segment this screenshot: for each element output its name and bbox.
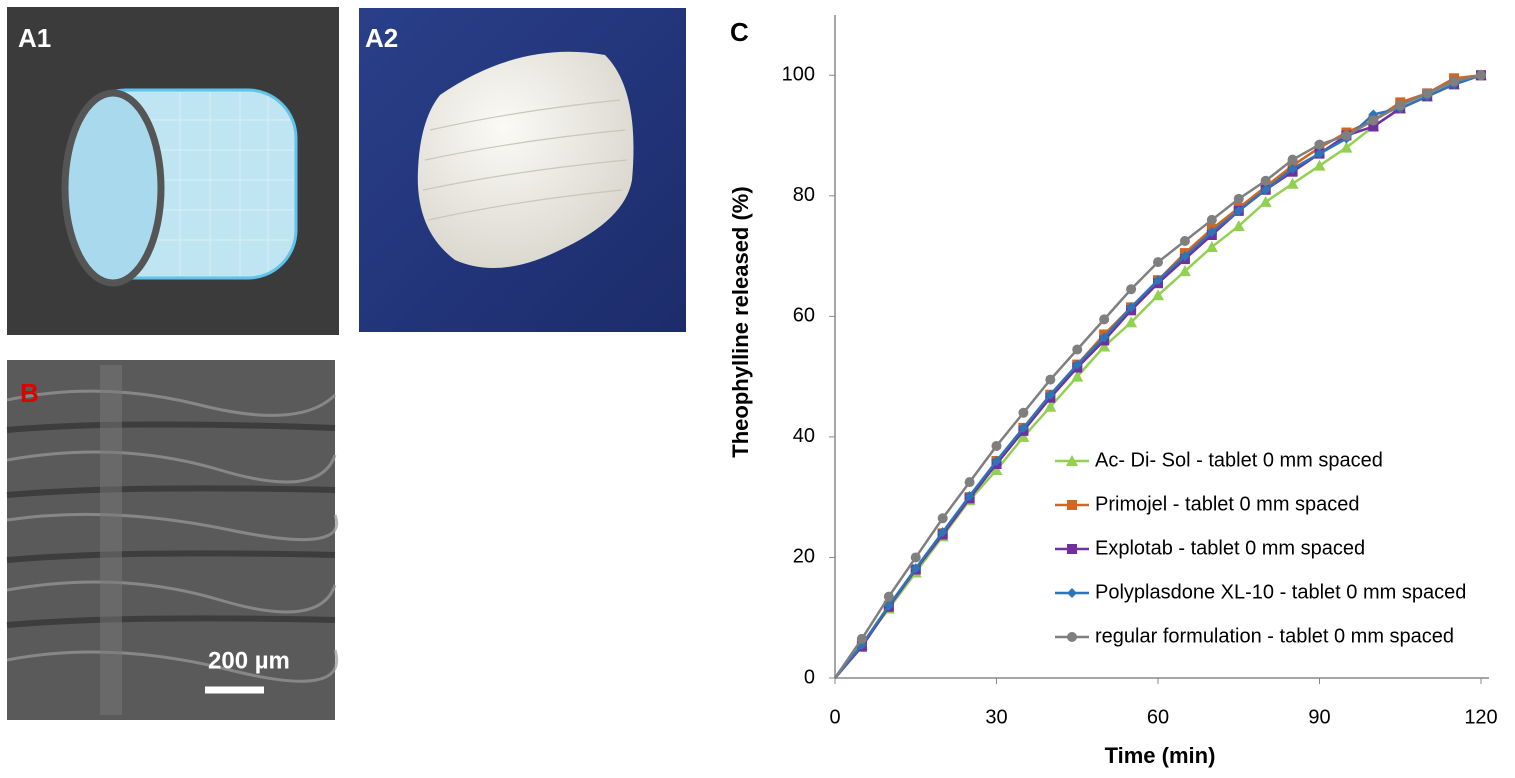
scale-bar-label: 200 µm (208, 647, 290, 674)
legend-label: regular formulation - tablet 0 mm spaced (1095, 625, 1454, 647)
marker (1179, 251, 1190, 262)
marker (883, 591, 894, 602)
marker (1045, 374, 1056, 385)
panel-label: A1 (18, 23, 51, 53)
y-tick-label: 80 (793, 184, 815, 206)
marker (910, 552, 921, 563)
marker (1066, 455, 1078, 466)
marker (1099, 314, 1110, 325)
marker (1395, 100, 1406, 111)
marker (991, 440, 1002, 451)
x-tick-label: 60 (1147, 706, 1169, 728)
marker (1045, 389, 1056, 400)
marker (1341, 130, 1352, 141)
legend: Ac- Di- Sol - tablet 0 mm spaced Primojel… (1055, 449, 1466, 647)
marker (1067, 544, 1077, 554)
marker (1098, 340, 1111, 352)
panel-label: B (20, 378, 39, 408)
legend-label: Primojel - tablet 0 mm spaced (1095, 493, 1360, 515)
legend-label: Polyplasdone XL-10 - tablet 0 mm spaced (1095, 581, 1466, 603)
panel-a1: A1 (7, 7, 339, 335)
marker (1206, 226, 1217, 237)
y-tick-label: 0 (804, 666, 815, 688)
marker (1476, 70, 1486, 81)
y-tick-label: 100 (782, 64, 815, 86)
marker (1018, 407, 1029, 418)
panel-a2: A2 (359, 8, 686, 332)
marker (937, 513, 948, 524)
marker (1368, 115, 1379, 126)
marker (1126, 284, 1137, 295)
marker (1422, 88, 1433, 99)
marker (1067, 588, 1077, 598)
panel-b: 200 µm B (6, 360, 339, 720)
marker (1233, 193, 1244, 204)
marker (1018, 422, 1029, 433)
marker (1178, 265, 1191, 277)
plot: 0 20 40 60 80 100 0 30 60 90 120 Ac- Di- Sol - tabl… (782, 15, 1498, 728)
marker (1067, 500, 1077, 510)
x-axis-title: Time (min) (1105, 743, 1216, 768)
marker (1206, 214, 1217, 225)
y-tick-label: 60 (793, 305, 815, 327)
marker (1314, 139, 1325, 150)
marker (1260, 175, 1271, 186)
x-tick-label: 30 (985, 706, 1007, 728)
marker (964, 477, 975, 488)
marker (1313, 159, 1326, 171)
marker (1260, 184, 1271, 195)
marker (1233, 205, 1244, 216)
y-tick-label: 40 (793, 425, 815, 447)
marker (1449, 76, 1460, 87)
marker (1125, 316, 1138, 328)
marker (910, 563, 921, 574)
x-tick-label: 0 (829, 706, 840, 728)
marker (1067, 632, 1077, 642)
marker (1314, 148, 1325, 159)
marker (883, 600, 894, 611)
panel-label: C (730, 17, 749, 47)
marker (1179, 236, 1190, 247)
marker (1232, 219, 1245, 231)
marker (1044, 400, 1057, 412)
marker (1017, 430, 1030, 442)
panel-label: A2 (365, 23, 398, 53)
marker (990, 464, 1003, 476)
marker (1072, 344, 1083, 355)
marker (856, 633, 867, 644)
marker (937, 527, 948, 538)
marker (1071, 370, 1084, 382)
y-tick-label: 20 (793, 546, 815, 568)
marker (1287, 154, 1298, 165)
marker (964, 490, 975, 501)
marker (1368, 121, 1379, 132)
legend-label: Explotab - tablet 0 mm spaced (1095, 537, 1365, 559)
y-axis-title: Theophylline released (%) (728, 186, 753, 457)
marker (991, 456, 1002, 467)
x-tick-label: 90 (1308, 706, 1330, 728)
marker (1072, 359, 1083, 370)
marker (1153, 257, 1163, 268)
marker (1205, 241, 1218, 253)
marker (1099, 332, 1110, 343)
x-tick-label: 120 (1464, 706, 1497, 728)
marker (1287, 163, 1298, 174)
marker (1259, 195, 1272, 207)
marker (1286, 177, 1299, 189)
marker (1153, 275, 1163, 286)
legend-label: Ac- Di- Sol - tablet 0 mm spaced (1095, 449, 1383, 471)
marker (1152, 289, 1164, 301)
marker (1126, 302, 1137, 313)
marker (1340, 141, 1353, 153)
